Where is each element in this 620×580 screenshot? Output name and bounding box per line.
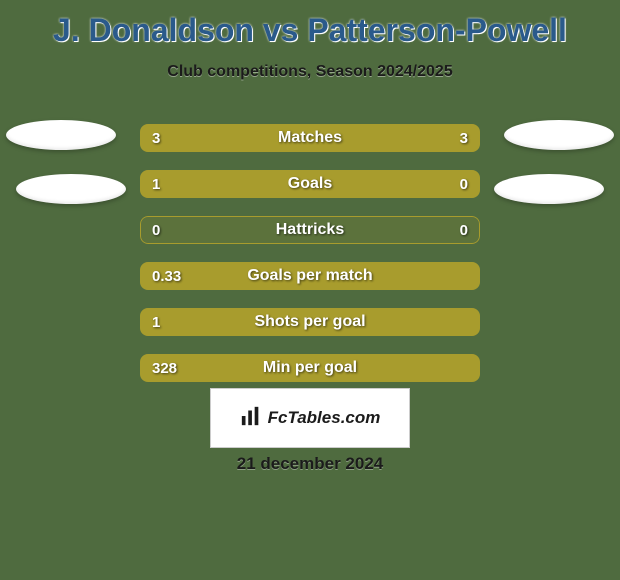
page-title: J. Donaldson vs Patterson-Powell (0, 0, 620, 49)
vs-separator: vs (263, 12, 299, 48)
stat-label: Matches (140, 124, 480, 152)
stats-rows: 33Matches 10Goals 00Hattricks 0.33Goals per… (140, 124, 480, 400)
player-right-name: Patterson-Powell (307, 12, 567, 48)
player-left-name: J. Donaldson (53, 12, 254, 48)
brand-badge: FcTables.com (210, 388, 410, 448)
stat-row: 1Shots per goal (140, 308, 480, 336)
player-left-avatar-2 (16, 174, 126, 204)
stat-row: 0.33Goals per match (140, 262, 480, 290)
infographic-container: J. Donaldson vs Patterson-Powell Club co… (0, 0, 620, 580)
stat-label: Shots per goal (140, 308, 480, 336)
stat-row: 00Hattricks (140, 216, 480, 244)
stat-label: Hattricks (140, 216, 480, 244)
date-label: 21 december 2024 (0, 454, 620, 474)
player-right-avatar-1 (504, 120, 614, 150)
stat-row: 33Matches (140, 124, 480, 152)
subtitle: Club competitions, Season 2024/2025 (0, 63, 620, 81)
brand-text: FcTables.com (268, 408, 381, 428)
stat-row: 328Min per goal (140, 354, 480, 382)
stat-label: Goals per match (140, 262, 480, 290)
stat-label: Goals (140, 170, 480, 198)
player-left-avatar-1 (6, 120, 116, 150)
player-right-avatar-2 (494, 174, 604, 204)
stat-row: 10Goals (140, 170, 480, 198)
stat-label: Min per goal (140, 354, 480, 382)
bar-chart-icon (240, 405, 262, 432)
